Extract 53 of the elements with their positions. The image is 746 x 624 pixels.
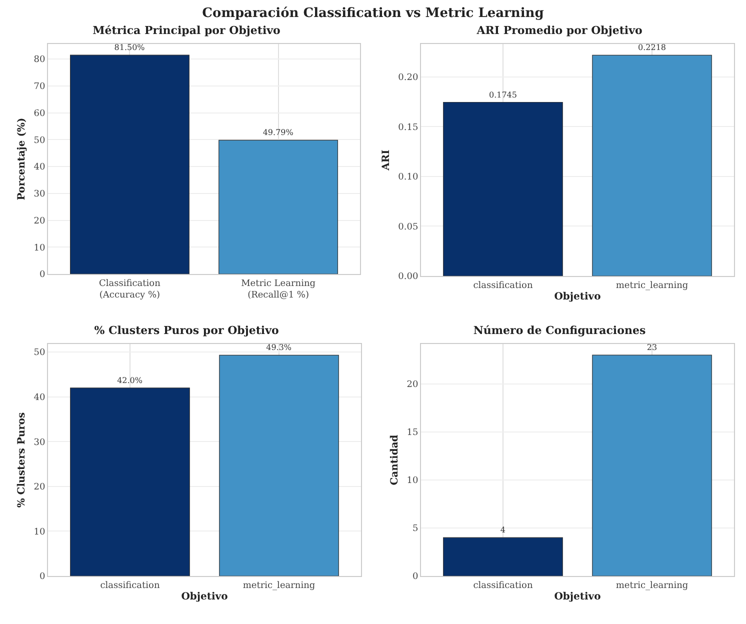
y-axis-title: Porcentaje (%) xyxy=(16,118,28,200)
data-label: 23 xyxy=(646,343,658,352)
y-axis-title: Cantidad xyxy=(390,434,401,486)
y-tick-label: 50 xyxy=(34,348,46,358)
data-label: 49.79% xyxy=(262,128,294,138)
text: 0.00 xyxy=(398,272,418,282)
text: Comparación Classification vs Metric Learning xyxy=(201,6,545,21)
x-tick-label: metric_learning xyxy=(242,580,316,591)
text: 0.10 xyxy=(398,172,418,183)
y-tick-label: 40 xyxy=(34,162,46,173)
x-tick-label: metric_learning xyxy=(616,280,688,291)
y-tick-label: 20 xyxy=(34,482,46,493)
y-tick-label: 0 xyxy=(39,572,46,582)
chart-title: Número de Configuraciones xyxy=(473,324,646,338)
x-axis-title: Objetivo xyxy=(554,591,602,602)
y-tick-label: 30 xyxy=(34,190,46,200)
y-axis-title: ARI xyxy=(381,149,392,172)
x-tick-label: Classification (Accuracy %) xyxy=(99,278,161,300)
chart-title: ARI Promedio por Objetivo xyxy=(476,24,642,38)
y-tick-label: 10 xyxy=(34,243,46,254)
chart-title: Métrica Principal por Objetivo xyxy=(92,24,280,38)
text: 0.15 xyxy=(398,122,418,133)
y-tick-label: 5 xyxy=(412,524,418,534)
x-axis-title: Objetivo xyxy=(181,591,228,602)
y-tick-label: 80 xyxy=(34,55,46,66)
y-tick-label: 0 xyxy=(39,270,46,280)
data-label: 4 xyxy=(500,526,506,535)
y-tick-label: 0 xyxy=(412,572,418,582)
y-tick-label: 50 xyxy=(34,136,46,146)
y-tick-label: 10 xyxy=(34,527,46,538)
y-tick-label: 40 xyxy=(34,393,46,403)
y-tick-label: 70 xyxy=(34,82,46,92)
x-tick-label: metric_learning xyxy=(616,580,688,591)
y-tick-label: 20 xyxy=(34,216,46,226)
x-tick-label: classification xyxy=(473,580,533,591)
data-label: 42.0% xyxy=(117,376,143,385)
data-label: 0.1745 xyxy=(488,90,517,100)
y-tick-label: 20 xyxy=(406,380,418,390)
y-axis-title: % Clusters Puros xyxy=(16,412,28,508)
x-tick-label: classification xyxy=(473,280,533,291)
text: 0.20 xyxy=(398,73,418,84)
y-tick-label: 10 xyxy=(406,476,418,486)
x-tick-label: classification xyxy=(100,580,160,591)
y-tick-label: 15 xyxy=(406,428,418,438)
x-axis-title: Objetivo xyxy=(554,291,602,302)
data-label: 49.3% xyxy=(266,343,292,352)
x-tick-label: Metric Learning (Recall@1 %) xyxy=(241,278,316,300)
chart-title: % Clusters Puros por Objetivo xyxy=(94,324,279,338)
data-label: 81.50% xyxy=(114,43,146,52)
y-tick-label: 30 xyxy=(34,438,46,448)
text: 0.05 xyxy=(398,222,418,232)
y-tick-label: 60 xyxy=(34,108,46,119)
data-label: 0.2218 xyxy=(638,43,666,52)
